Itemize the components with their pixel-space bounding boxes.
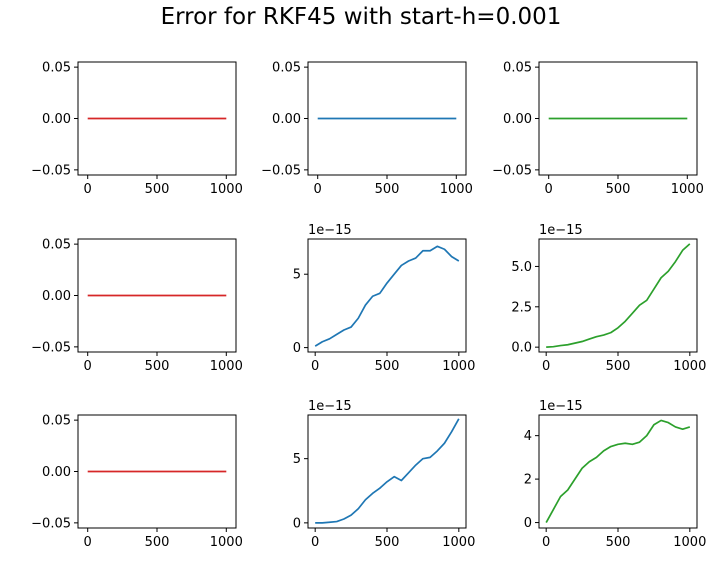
y-tick-label: 0.05 [503, 61, 532, 76]
x-tick-label: 1000 [673, 359, 706, 374]
y-tick-label: 0 [293, 516, 301, 531]
x-tick-label: 1000 [210, 182, 243, 197]
x-tick-label: 0 [542, 535, 550, 550]
x-tick-label: 0 [84, 535, 92, 550]
y-tick-label: −0.05 [31, 340, 71, 355]
subplot-3-2: 0 500 1000 0 5 1e−15 [293, 399, 476, 550]
x-tick-label: 500 [375, 535, 400, 550]
x-tick-label: 0 [84, 359, 92, 374]
y-offset-label: 1e−15 [308, 223, 352, 238]
x-tick-label: 1000 [442, 535, 475, 550]
subplot-3-1: 0 500 1000 −0.05 0.00 0.05 [31, 414, 243, 550]
subplot-3-3: 0 500 1000 0 2 4 1e−15 [524, 399, 707, 550]
y-tick-label: 0.00 [272, 112, 301, 127]
x-tick-label: 1000 [210, 535, 243, 550]
y-tick-label: −0.05 [261, 163, 301, 178]
y-tick-label: 4 [524, 429, 532, 444]
x-tick-label: 500 [145, 182, 170, 197]
y-tick-label: −0.05 [31, 163, 71, 178]
y-tick-label: 0.05 [272, 61, 301, 76]
x-tick-label: 0 [314, 182, 322, 197]
x-tick-label: 500 [606, 182, 631, 197]
figure-title: Error for RKF45 with start-h=0.001 [160, 4, 562, 30]
subplot-1-2: 0 500 1000 −0.05 0.00 0.05 [261, 61, 473, 197]
y-tick-label: 5 [293, 452, 301, 467]
y-tick-label: 2 [524, 473, 532, 488]
y-offset-label: 1e−15 [539, 223, 583, 238]
y-tick-label: 5.0 [511, 260, 532, 275]
y-tick-label: 0.0 [511, 341, 532, 356]
y-tick-label: 0.00 [503, 112, 532, 127]
x-tick-label: 1000 [440, 182, 473, 197]
x-tick-label: 500 [606, 359, 631, 374]
x-tick-label: 500 [375, 359, 400, 374]
x-tick-label: 0 [311, 535, 319, 550]
series-line [315, 418, 460, 524]
y-tick-label: −0.05 [492, 163, 532, 178]
axes-frame [538, 414, 698, 529]
subplot-1-1: 0 500 1000 −0.05 0.00 0.05 [31, 61, 243, 197]
x-tick-label: 0 [545, 182, 553, 197]
subplot-2-1: 0 500 1000 −0.05 0.00 0.05 [31, 238, 243, 374]
series-line [545, 419, 691, 523]
y-tick-label: 0 [293, 341, 301, 356]
series-line [314, 245, 460, 347]
x-tick-label: 500 [606, 535, 631, 550]
y-tick-label: 0.05 [42, 61, 71, 76]
x-tick-label: 0 [84, 182, 92, 197]
y-tick-label: −0.05 [31, 516, 71, 531]
x-tick-label: 500 [145, 535, 170, 550]
x-tick-label: 1000 [210, 359, 243, 374]
subplot-1-3: 0 500 1000 −0.05 0.00 0.05 [492, 61, 704, 197]
y-tick-label: 0.05 [42, 414, 71, 429]
y-tick-label: 5 [293, 268, 301, 283]
series-line [546, 243, 691, 349]
y-tick-label: 0.00 [42, 289, 71, 304]
y-tick-label: 2.5 [511, 300, 532, 315]
x-tick-label: 0 [311, 359, 319, 374]
axes-frame [538, 238, 698, 353]
y-tick-label: 0.00 [42, 112, 71, 127]
axes-frame [307, 238, 467, 353]
x-tick-label: 1000 [442, 359, 475, 374]
x-tick-label: 500 [375, 182, 400, 197]
y-tick-label: 0 [524, 516, 532, 531]
x-tick-label: 0 [542, 359, 550, 374]
y-offset-label: 1e−15 [539, 399, 583, 414]
x-tick-label: 500 [145, 359, 170, 374]
subplot-2-2: 0 500 1000 0 5 1e−15 [293, 223, 476, 374]
y-tick-label: 0.05 [42, 238, 71, 253]
y-tick-label: 0.00 [42, 465, 71, 480]
y-offset-label: 1e−15 [308, 399, 352, 414]
subplot-2-3: 0 500 1000 0.0 2.5 5.0 1e−15 [511, 223, 706, 374]
x-tick-label: 1000 [671, 182, 704, 197]
x-tick-label: 1000 [673, 535, 706, 550]
axes-frame [307, 414, 467, 529]
